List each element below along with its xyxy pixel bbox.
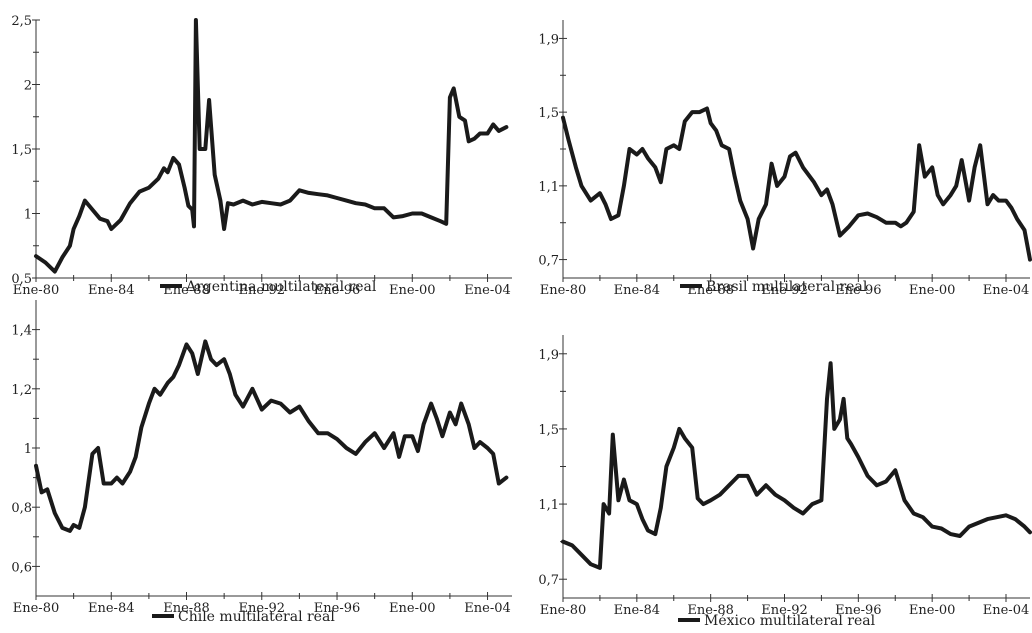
- legend-label: Argentina multilateral real: [185, 279, 377, 295]
- series-line: [34, 339, 509, 533]
- y-tick-label: 1: [24, 442, 32, 457]
- y-tick-label: 1: [24, 208, 32, 223]
- x-tick-label: Ene-04: [983, 603, 1030, 618]
- x-tick-label: Ene-88: [687, 603, 734, 618]
- y-tick-label: 1,1: [538, 498, 559, 513]
- x-tick-label: Ene-84: [614, 283, 661, 298]
- legend: Brasil multilateral real: [680, 279, 868, 295]
- x-tick-label: Ene-04: [983, 283, 1030, 298]
- x-tick-label: Ene-88: [163, 601, 210, 616]
- x-tick-label: Ene-04: [464, 283, 511, 298]
- legend-label: Chile multilateral real: [178, 609, 335, 625]
- y-tick-label: 1,9: [538, 348, 559, 363]
- x-tick-label: Ene-96: [314, 283, 361, 298]
- x-tick-label: Ene-80: [13, 601, 60, 616]
- x-tick-label: Ene-84: [88, 283, 135, 298]
- x-tick-label: Ene-92: [239, 601, 286, 616]
- x-tick-label: Ene-04: [464, 601, 511, 616]
- legend: Chile multilateral real: [152, 609, 335, 625]
- y-tick-label: 1,5: [538, 106, 559, 121]
- y-tick-label: 1,1: [538, 180, 559, 195]
- x-tick-label: Ene-84: [614, 603, 661, 618]
- y-tick-label: 1,5: [538, 423, 559, 438]
- series-line: [34, 18, 509, 274]
- x-tick-label: Ene-96: [314, 601, 361, 616]
- series-line: [561, 106, 1032, 262]
- x-tick-label: Ene-92: [761, 283, 808, 298]
- x-tick-label: Ene-80: [540, 603, 587, 618]
- y-tick-label: 0,7: [538, 254, 559, 269]
- legend: México multilateral real: [678, 613, 876, 629]
- y-tick-label: 0,8: [11, 501, 32, 516]
- y-tick-label: 1,5: [11, 143, 32, 158]
- y-tick-label: 1,9: [538, 32, 559, 47]
- x-tick-label: Ene-80: [540, 283, 587, 298]
- chart-panel-3: 0,6 0,8 1 1,2 1,4 Ene-80 Ene-84 Ene-88 Ene-92 Ene…: [11, 300, 512, 625]
- x-tick-label: Ene-00: [389, 283, 436, 298]
- x-tick-label: Ene-84: [88, 601, 135, 616]
- legend: Argentina multilateral real: [160, 279, 377, 295]
- legend-label: México multilateral real: [704, 613, 876, 629]
- y-tick-label: 0,6: [11, 560, 32, 575]
- x-tick-label: Ene-00: [389, 601, 436, 616]
- chart-panel-4: 0,7 1,1 1,5 1,9 Ene-80 Ene-84 Ene-88 Ene-92 Ene-…: [538, 335, 1032, 629]
- x-tick-label: Ene-80: [13, 283, 60, 298]
- x-tick-label: Ene-00: [909, 603, 956, 618]
- y-tick-label: 0,5: [11, 272, 32, 287]
- x-tick-label: Ene-92: [761, 603, 808, 618]
- y-tick-label: 2,5: [11, 14, 32, 29]
- legend-label: Brasil multilateral real: [706, 279, 868, 295]
- series-line: [561, 361, 1032, 570]
- y-tick-label: 1,4: [11, 324, 32, 339]
- y-tick-label: 0,7: [538, 573, 559, 588]
- x-tick-label: Ene-92: [239, 283, 286, 298]
- x-tick-label: Ene-00: [909, 283, 956, 298]
- x-tick-label: Ene-96: [835, 603, 882, 618]
- y-tick-label: 2: [24, 79, 32, 94]
- x-tick-label: Ene-96: [835, 283, 882, 298]
- y-tick-label: 1,2: [11, 383, 32, 398]
